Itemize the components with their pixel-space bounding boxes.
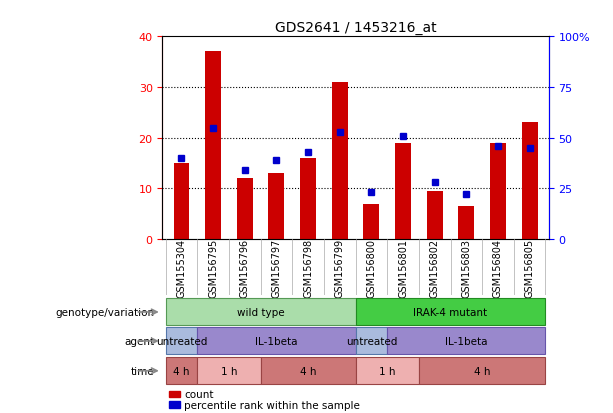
Text: GSM156803: GSM156803: [462, 238, 471, 297]
FancyBboxPatch shape: [166, 328, 197, 355]
Bar: [332, 83, 348, 240]
Text: GSM156802: GSM156802: [430, 238, 440, 297]
Bar: [522, 123, 538, 240]
Text: wild type: wild type: [237, 307, 284, 317]
Text: 4 h: 4 h: [300, 366, 316, 376]
Text: 1 h: 1 h: [221, 366, 237, 376]
FancyBboxPatch shape: [419, 357, 546, 385]
Bar: [237, 179, 253, 240]
FancyBboxPatch shape: [166, 299, 356, 326]
Text: untreated: untreated: [346, 336, 397, 346]
Title: GDS2641 / 1453216_at: GDS2641 / 1453216_at: [275, 21, 436, 35]
Bar: [173, 164, 189, 240]
Bar: [364, 204, 379, 240]
Text: 1 h: 1 h: [379, 366, 395, 376]
Text: IL-1beta: IL-1beta: [445, 336, 487, 346]
Text: count: count: [184, 389, 213, 399]
Text: GSM156795: GSM156795: [208, 238, 218, 297]
FancyBboxPatch shape: [387, 328, 546, 355]
Text: GSM156798: GSM156798: [303, 238, 313, 297]
Text: agent: agent: [124, 336, 154, 346]
Bar: [395, 143, 411, 240]
Text: GSM156805: GSM156805: [525, 238, 535, 297]
Text: GSM156796: GSM156796: [240, 238, 249, 297]
FancyBboxPatch shape: [356, 328, 387, 355]
Text: untreated: untreated: [156, 336, 207, 346]
Text: IL-1beta: IL-1beta: [255, 336, 298, 346]
Bar: [459, 206, 474, 240]
Bar: [205, 52, 221, 240]
Bar: [490, 143, 506, 240]
Text: time: time: [131, 366, 154, 376]
FancyBboxPatch shape: [166, 357, 197, 385]
Text: GSM156797: GSM156797: [272, 238, 281, 297]
Text: IRAK-4 mutant: IRAK-4 mutant: [413, 307, 487, 317]
FancyBboxPatch shape: [197, 357, 261, 385]
Bar: [268, 174, 284, 240]
FancyBboxPatch shape: [356, 299, 546, 326]
Text: GSM155304: GSM155304: [177, 238, 186, 297]
Text: 4 h: 4 h: [474, 366, 490, 376]
Text: genotype/variation: genotype/variation: [56, 307, 154, 317]
Text: GSM156800: GSM156800: [367, 238, 376, 297]
FancyBboxPatch shape: [356, 357, 419, 385]
Text: GSM156804: GSM156804: [493, 238, 503, 297]
Bar: [300, 159, 316, 240]
Text: 4 h: 4 h: [173, 366, 189, 376]
FancyBboxPatch shape: [197, 328, 356, 355]
Text: GSM156801: GSM156801: [398, 238, 408, 297]
Bar: [427, 192, 443, 240]
Text: percentile rank within the sample: percentile rank within the sample: [184, 400, 360, 410]
Text: GSM156799: GSM156799: [335, 238, 345, 297]
FancyBboxPatch shape: [261, 357, 356, 385]
